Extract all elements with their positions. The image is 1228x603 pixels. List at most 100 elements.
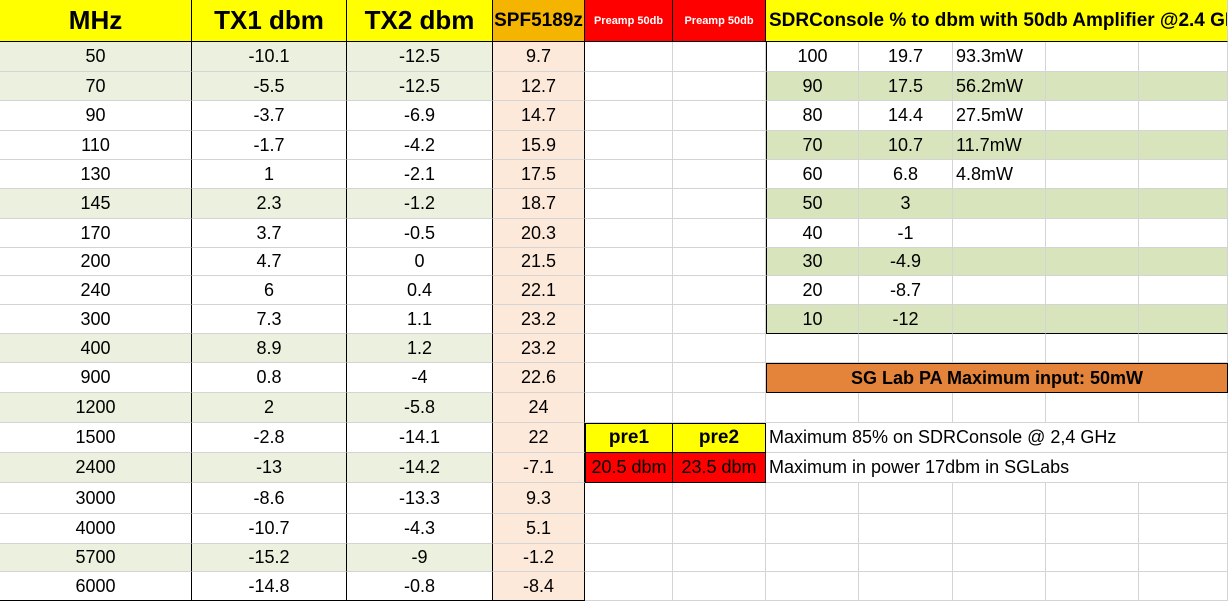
sdr-empty[interactable] — [1139, 72, 1228, 101]
cell-tx1[interactable]: 1 — [192, 160, 347, 189]
cell-mhz[interactable]: 145 — [0, 189, 192, 219]
empty-cell[interactable] — [1046, 334, 1139, 363]
empty-cell[interactable] — [585, 189, 673, 219]
cell-spf5189z[interactable]: 22 — [493, 423, 585, 453]
empty-cell[interactable] — [673, 483, 766, 514]
sg-lab-max-input-bar[interactable]: SG Lab PA Maximum input: 50mW — [766, 363, 1228, 393]
empty-cell[interactable] — [1139, 514, 1228, 544]
empty-cell[interactable] — [673, 131, 766, 160]
header-preamp-1[interactable]: Preamp 50db — [585, 0, 673, 42]
cell-spf5189z[interactable]: -1.2 — [493, 544, 585, 572]
cell-mhz[interactable]: 300 — [0, 305, 192, 334]
sdr-percent[interactable]: 90 — [766, 72, 859, 101]
cell-mhz[interactable]: 170 — [0, 219, 192, 248]
cell-tx1[interactable]: -8.6 — [192, 483, 347, 514]
cell-mhz[interactable]: 2400 — [0, 453, 192, 483]
cell-spf5189z[interactable]: 23.2 — [493, 334, 585, 363]
header-sdrconsole-title[interactable]: SDRConsole % to dbm with 50db Amplifier … — [766, 0, 1228, 42]
empty-cell[interactable] — [585, 42, 673, 72]
cell-tx2[interactable]: -5.8 — [347, 393, 493, 423]
empty-cell[interactable] — [673, 305, 766, 334]
cell-mhz[interactable]: 90 — [0, 101, 192, 131]
empty-cell[interactable] — [766, 514, 859, 544]
empty-cell[interactable] — [1046, 514, 1139, 544]
empty-cell[interactable] — [859, 334, 953, 363]
sdr-empty[interactable] — [1139, 248, 1228, 276]
empty-cell[interactable] — [766, 544, 859, 572]
sdr-dbm[interactable]: -1 — [859, 219, 953, 248]
cell-tx1[interactable]: 0.8 — [192, 363, 347, 393]
empty-cell[interactable] — [673, 572, 766, 601]
empty-cell[interactable] — [585, 72, 673, 101]
empty-cell[interactable] — [673, 276, 766, 305]
sdr-empty[interactable] — [1046, 248, 1139, 276]
cell-mhz[interactable]: 1500 — [0, 423, 192, 453]
empty-cell[interactable] — [673, 544, 766, 572]
empty-cell[interactable] — [585, 572, 673, 601]
cell-tx2[interactable]: -14.1 — [347, 423, 493, 453]
cell-tx1[interactable]: 3.7 — [192, 219, 347, 248]
sdr-empty[interactable] — [1139, 305, 1228, 334]
empty-cell[interactable] — [673, 101, 766, 131]
cell-spf5189z[interactable]: 18.7 — [493, 189, 585, 219]
sdr-percent[interactable]: 10 — [766, 305, 859, 334]
sdr-mw[interactable] — [953, 276, 1046, 305]
cell-mhz[interactable]: 5700 — [0, 544, 192, 572]
empty-cell[interactable] — [585, 248, 673, 276]
sdr-empty[interactable] — [1046, 305, 1139, 334]
cell-spf5189z[interactable]: 21.5 — [493, 248, 585, 276]
empty-cell[interactable] — [766, 572, 859, 601]
sdr-mw[interactable]: 93.3mW — [953, 42, 1046, 72]
header-spf5189z[interactable]: SPF5189z — [493, 0, 585, 42]
empty-cell[interactable] — [585, 101, 673, 131]
empty-cell[interactable] — [1139, 334, 1228, 363]
cell-tx1[interactable]: -14.8 — [192, 572, 347, 601]
empty-cell[interactable] — [859, 514, 953, 544]
empty-cell[interactable] — [585, 393, 673, 423]
cell-spf5189z[interactable]: 22.6 — [493, 363, 585, 393]
cell-mhz[interactable]: 400 — [0, 334, 192, 363]
sdr-empty[interactable] — [1139, 276, 1228, 305]
cell-mhz[interactable]: 6000 — [0, 572, 192, 601]
sdr-mw[interactable]: 27.5mW — [953, 101, 1046, 131]
empty-cell[interactable] — [585, 305, 673, 334]
cell-mhz[interactable]: 1200 — [0, 393, 192, 423]
cell-tx1[interactable]: -3.7 — [192, 101, 347, 131]
cell-spf5189z[interactable]: -8.4 — [493, 572, 585, 601]
cell-spf5189z[interactable]: 22.1 — [493, 276, 585, 305]
empty-cell[interactable] — [673, 42, 766, 72]
cell-tx2[interactable]: -6.9 — [347, 101, 493, 131]
cell-mhz[interactable]: 3000 — [0, 483, 192, 514]
empty-cell[interactable] — [1139, 544, 1228, 572]
empty-cell[interactable] — [766, 334, 859, 363]
empty-cell[interactable] — [953, 393, 1046, 423]
sdr-empty[interactable] — [1046, 101, 1139, 131]
sdr-mw[interactable]: 11.7mW — [953, 131, 1046, 160]
empty-cell[interactable] — [1046, 544, 1139, 572]
cell-spf5189z[interactable]: 23.2 — [493, 305, 585, 334]
empty-cell[interactable] — [673, 248, 766, 276]
pre2-value[interactable]: 23.5 dbm — [673, 453, 766, 483]
cell-tx2[interactable]: 1.1 — [347, 305, 493, 334]
sdr-mw[interactable] — [953, 189, 1046, 219]
empty-cell[interactable] — [953, 514, 1046, 544]
sdr-empty[interactable] — [1046, 219, 1139, 248]
empty-cell[interactable] — [673, 393, 766, 423]
cell-tx2[interactable]: -2.1 — [347, 160, 493, 189]
sdr-empty[interactable] — [1139, 189, 1228, 219]
empty-cell[interactable] — [766, 393, 859, 423]
empty-cell[interactable] — [859, 572, 953, 601]
sdr-mw[interactable]: 4.8mW — [953, 160, 1046, 189]
cell-mhz[interactable]: 240 — [0, 276, 192, 305]
cell-tx1[interactable]: -15.2 — [192, 544, 347, 572]
empty-cell[interactable] — [953, 572, 1046, 601]
sdr-dbm[interactable]: 3 — [859, 189, 953, 219]
cell-mhz[interactable]: 4000 — [0, 514, 192, 544]
empty-cell[interactable] — [1046, 572, 1139, 601]
sdr-percent[interactable]: 30 — [766, 248, 859, 276]
empty-cell[interactable] — [585, 363, 673, 393]
empty-cell[interactable] — [1139, 483, 1228, 514]
empty-cell[interactable] — [953, 334, 1046, 363]
empty-cell[interactable] — [1139, 572, 1228, 601]
sdr-percent[interactable]: 20 — [766, 276, 859, 305]
